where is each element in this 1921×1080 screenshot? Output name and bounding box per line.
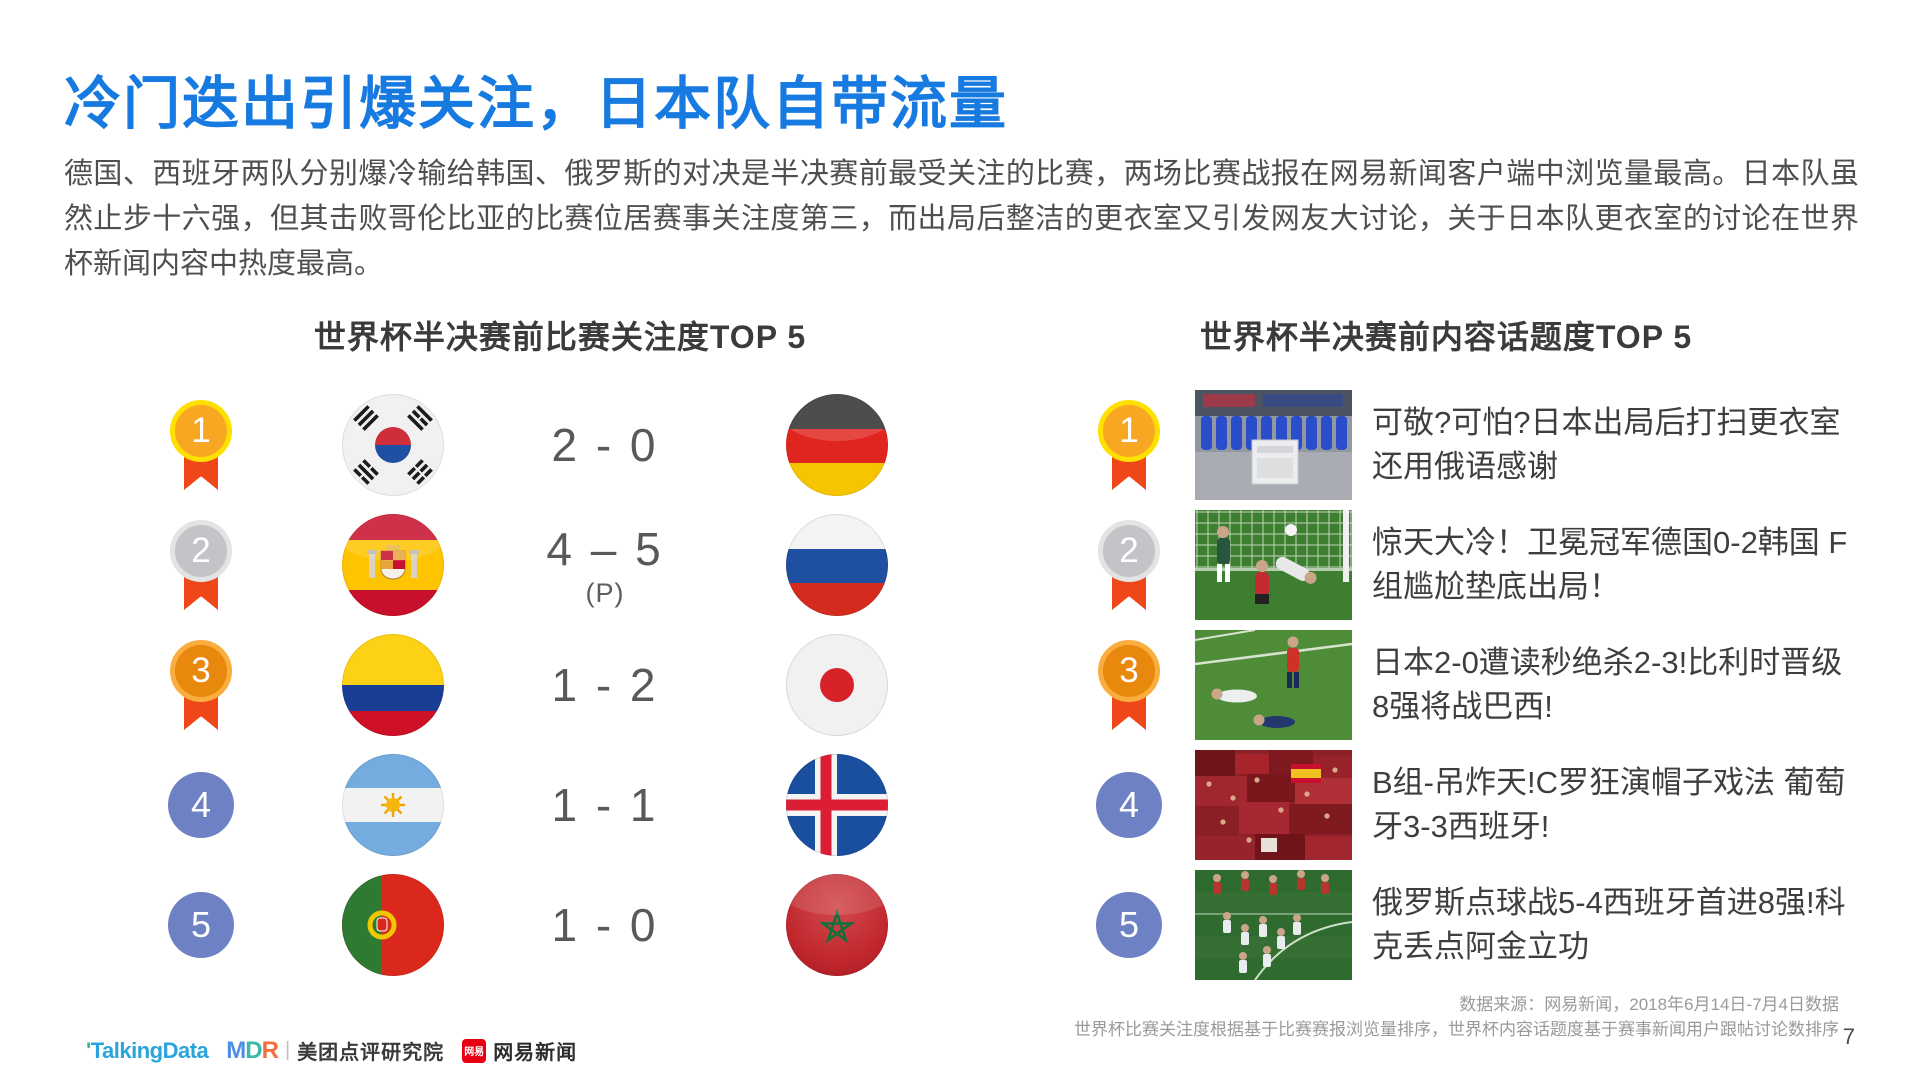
rank-5-circle: 5 [168, 892, 234, 958]
rank-number: 3 [191, 651, 211, 690]
meituan-dianping-institute-logo: MDR | 美团点评研究院 [226, 1036, 444, 1065]
netease-news-logo: 网易 网易新闻 [462, 1036, 577, 1065]
match-score: 2 - 0 [551, 419, 659, 471]
news-headline: 日本2-0遭读秒绝杀2-3!比利时晋级8强将战巴西! [1372, 645, 1843, 724]
rank-number: 3 [1119, 651, 1139, 690]
talkingdata-logo: 'TalkingData [86, 1037, 209, 1063]
news-image-team-celebration [1195, 870, 1352, 980]
news-row-4: 4 B组-吊炸天!C罗狂演帽子戏法 葡萄牙3-3西班牙! [0, 745, 1921, 865]
mdr-label: 美团点评研究院 [297, 1042, 445, 1064]
gold-medal-icon: 1 [170, 400, 232, 492]
logo-divider: | [284, 1039, 291, 1061]
footer-logos: 'TalkingData MDR | 美团点评研究院 网易 网易新闻 [86, 1036, 577, 1065]
news-headline: 可敬?可怕?日本出局后打扫更衣室 还用俄语感谢 [1372, 405, 1841, 484]
gold-medal-icon: 1 [1098, 400, 1160, 492]
intro-paragraph: 德国、西班牙两队分别爆冷输给韩国、俄罗斯的对决是半决赛前最受关注的比赛，两场比赛… [64, 158, 1859, 280]
match-score: 1 - 0 [551, 899, 659, 951]
source-line-1: 数据来源：网易新闻，2018年6月14日-7月4日数据 [1459, 995, 1839, 1014]
match-row-1: 1 [0, 385, 1921, 505]
source-line-2: 世界杯比赛关注度根据基于比赛赛报浏览量排序，世界杯内容话题度基于赛事新闻用户跟帖… [1074, 1020, 1839, 1039]
news-image-pitch-players [1195, 630, 1352, 740]
rank-number: 1 [191, 411, 211, 450]
right-panel-heading: 世界杯半决赛前内容话题度TOP 5 [1199, 319, 1693, 355]
rank-number: 5 [190, 904, 212, 945]
rank-number: 2 [1119, 531, 1139, 570]
news-row-1: 1 可敬?可怕?日本出局后打扫更衣室 还用俄语感谢 [0, 385, 1921, 505]
flag-germany-icon [786, 394, 888, 496]
flag-japan-icon [786, 634, 888, 736]
page-title: 冷门迭出引爆关注，日本队自带流量 [64, 72, 1008, 136]
news-image-locker-room [1195, 390, 1352, 500]
bronze-medal-icon: 3 [170, 640, 232, 732]
news-image-goal-net [1195, 510, 1352, 620]
match-score: 4 – 5 (P) [546, 522, 664, 608]
silver-medal-icon: 2 [170, 520, 232, 612]
netease-badge-icon: 网易 [462, 1038, 487, 1063]
rank-number: 2 [191, 531, 211, 570]
flag-argentina-icon [342, 754, 444, 856]
flag-spain-icon [342, 514, 444, 616]
mdr-logo-icon: MDR [226, 1036, 279, 1064]
rank-4-circle: 4 [168, 772, 234, 838]
flag-morocco-icon [786, 874, 888, 976]
page-number: 7 [1842, 1024, 1855, 1049]
flag-russia-icon [786, 514, 888, 616]
news-headline: B组-吊炸天!C罗狂演帽子戏法 葡萄牙3-3西班牙! [1372, 765, 1846, 844]
rank-5-circle: 5 [1096, 892, 1162, 958]
penalty-note: (P) [585, 577, 625, 608]
bronze-medal-icon: 3 [1098, 640, 1160, 732]
match-row-3: 3 1 - 2 [0, 625, 1921, 745]
news-row-3: 3 日本2-0遭读秒绝杀2-3!比利时晋级8强将战巴西! [0, 625, 1921, 745]
flag-iceland-icon [786, 754, 888, 856]
news-row-2: 2 惊天大冷！卫冕冠军德国0-2韩国 F组尴尬垫底出局！ [0, 505, 1921, 625]
rank-number: 5 [1118, 904, 1140, 945]
silver-medal-icon: 2 [1098, 520, 1160, 612]
news-headline: 俄罗斯点球战5-4西班牙首进8强!科克丢点阿金立功 [1372, 885, 1846, 964]
flag-south-korea-icon [342, 394, 444, 496]
match-score: 1 - 1 [551, 779, 659, 831]
talkingdata-mark-icon: ' [86, 1037, 91, 1063]
flag-colombia-icon [342, 634, 444, 736]
data-source-note: 数据来源：网易新闻，2018年6月14日-7月4日数据 世界杯比赛关注度根据基于… [1074, 992, 1839, 1042]
match-row-5: 5 1 - 0 [0, 865, 1921, 985]
news-image-fans-crowd [1195, 750, 1352, 860]
news-row-5: 5 俄罗斯点球战5- [0, 865, 1921, 985]
news-headline: 惊天大冷！卫冕冠军德国0-2韩国 F组尴尬垫底出局！ [1372, 525, 1848, 604]
rank-number: 4 [190, 784, 212, 825]
rank-4-circle: 4 [1096, 772, 1162, 838]
flag-portugal-icon [342, 874, 444, 976]
netease-label: 网易新闻 [493, 1042, 578, 1064]
left-panel-heading: 世界杯半决赛前比赛关注度TOP 5 [313, 319, 807, 355]
match-row-4: 4 1 - 1 [0, 745, 1921, 865]
match-row-2: 2 4 – 5 (P) [0, 505, 1921, 625]
match-score: 1 - 2 [551, 659, 659, 711]
rank-number: 1 [1119, 411, 1139, 450]
rank-number: 4 [1118, 784, 1140, 825]
